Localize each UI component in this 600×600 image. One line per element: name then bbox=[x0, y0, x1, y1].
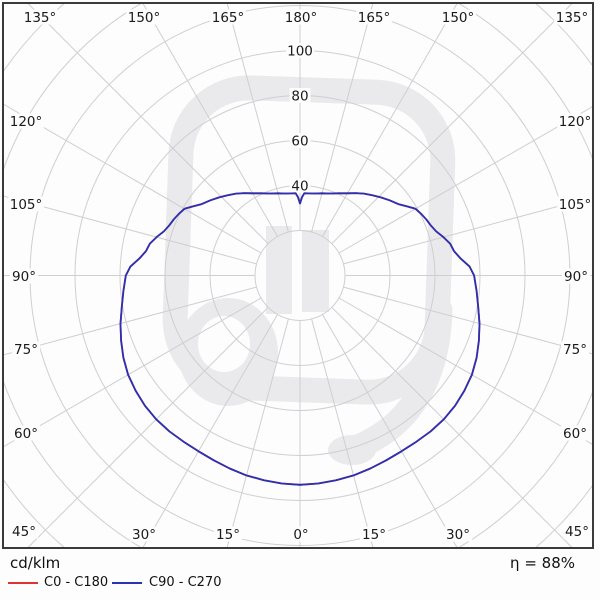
angle-label-top: 180° bbox=[285, 10, 318, 26]
radial-tick-label: 40 bbox=[291, 178, 308, 194]
angle-label-top: 150° bbox=[128, 10, 161, 26]
angle-label-bottom: 45° bbox=[12, 524, 36, 540]
angle-label-top: 135° bbox=[556, 10, 589, 26]
angle-label-top: 135° bbox=[24, 10, 57, 26]
angle-label-right: 75° bbox=[563, 342, 587, 358]
legend: C0 - C180 C90 - C270 bbox=[0, 575, 600, 595]
angle-label-bottom: 15° bbox=[362, 527, 386, 543]
curve-c90-c270 bbox=[119, 192, 481, 486]
grid-labels: 135° 150° 165° 180° 165° 150° 135° 120° 105° 90° 7… bbox=[8, 9, 592, 543]
angle-label-top: 165° bbox=[358, 10, 391, 26]
angle-label-bottom: 30° bbox=[446, 527, 470, 543]
legend-label-c90-c270: C90 - C270 bbox=[149, 575, 222, 590]
angle-label-left: 75° bbox=[14, 342, 38, 358]
plot-border bbox=[2, 2, 594, 549]
radial-tick-label: 80 bbox=[291, 88, 308, 104]
efficiency-label: η = 88% bbox=[510, 554, 575, 572]
angle-label-right: 60° bbox=[563, 426, 587, 442]
units-label: cd/klm bbox=[10, 554, 61, 572]
legend-label-c0-c180: C0 - C180 bbox=[44, 575, 109, 590]
angle-label-left: 105° bbox=[10, 197, 43, 213]
angle-label-bottom: 45° bbox=[565, 524, 589, 540]
angle-label-left: 120° bbox=[10, 114, 43, 130]
radial-tick-label: 100 bbox=[287, 43, 313, 59]
angle-label-right: 105° bbox=[559, 197, 592, 213]
angle-label-bottom: 15° bbox=[216, 527, 240, 543]
angle-label-left: 60° bbox=[14, 426, 38, 442]
legend-line-c90-c270 bbox=[112, 582, 142, 584]
angle-label-top: 150° bbox=[442, 10, 475, 26]
legend-line-c0-c180 bbox=[8, 582, 38, 584]
angle-label-top: 165° bbox=[212, 10, 245, 26]
angle-label-bottom: 30° bbox=[132, 527, 156, 543]
angle-label-left: 90° bbox=[12, 269, 36, 285]
watermark-logo bbox=[162, 75, 456, 465]
angle-label-right: 90° bbox=[564, 269, 588, 285]
angle-label-right: 120° bbox=[559, 114, 592, 130]
angle-label-bottom: 0° bbox=[293, 527, 308, 543]
radial-tick-label: 60 bbox=[291, 133, 308, 149]
